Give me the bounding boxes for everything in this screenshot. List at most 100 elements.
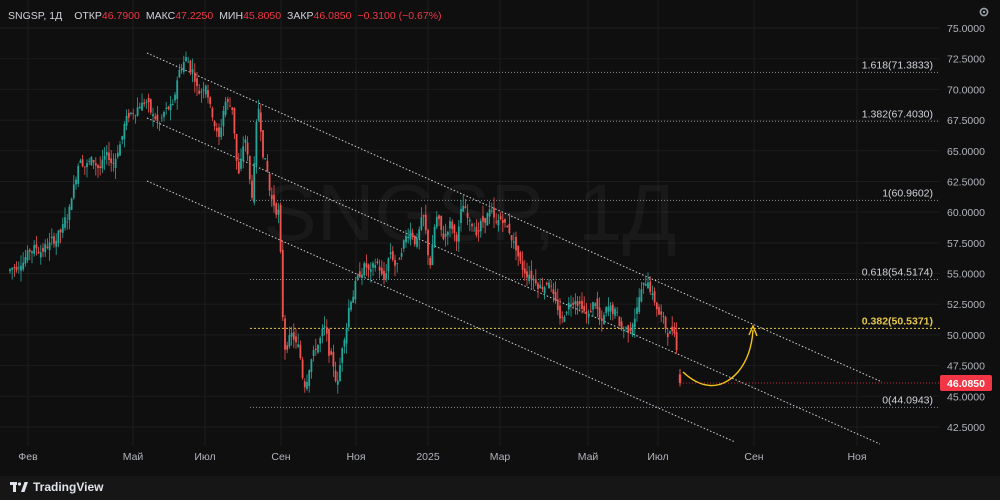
candle-body	[669, 331, 671, 334]
candle-body	[664, 316, 667, 329]
candle-body	[625, 327, 627, 329]
candle-body	[385, 273, 388, 279]
candle-body	[484, 218, 487, 223]
candle-body	[614, 308, 616, 316]
candle-body	[163, 112, 165, 118]
tradingview-logo[interactable]: TradingView	[10, 480, 103, 494]
candle-body	[204, 85, 207, 95]
candle-body	[435, 216, 438, 228]
candle-body	[147, 97, 150, 103]
legend-symbol[interactable]: SNGSP, 1Д	[8, 10, 63, 22]
candle-body	[160, 117, 163, 119]
candle-body	[578, 301, 581, 304]
candle-body	[528, 274, 531, 281]
candle-body	[508, 223, 511, 234]
candle-body	[402, 240, 405, 249]
candle-body	[550, 285, 553, 287]
candle-body	[174, 94, 176, 101]
candle-body	[343, 339, 346, 347]
candle-body	[286, 345, 289, 350]
candle-body	[429, 257, 432, 266]
candle-body	[548, 282, 550, 289]
price-tick-label: 47.5000	[947, 361, 985, 373]
candle-body	[655, 302, 658, 310]
candle-body	[290, 332, 293, 337]
legend-high-value: 47.2250	[175, 10, 214, 22]
candle-body	[237, 161, 240, 174]
candle-body	[490, 210, 493, 212]
candle-body	[675, 332, 678, 351]
candle-body	[253, 163, 256, 203]
forecast-arrow	[682, 324, 758, 387]
candle-body	[268, 173, 271, 191]
candle-body	[640, 289, 643, 302]
candle-body	[215, 127, 218, 132]
candle-body	[416, 238, 418, 247]
candle-body	[255, 121, 258, 166]
time-tick-label: Май	[123, 451, 144, 463]
candle-body	[202, 89, 205, 91]
fib-level-label: 1.618(71.3833)	[862, 59, 933, 71]
candle-body	[504, 219, 506, 223]
candle-body	[297, 344, 300, 347]
candle-body	[251, 180, 253, 198]
candle-body	[59, 229, 62, 233]
candle-body	[156, 114, 159, 121]
candle-body	[607, 306, 610, 312]
time-tick-label: Май	[578, 451, 599, 463]
candle-body	[248, 156, 251, 180]
candle-body	[510, 235, 513, 241]
chart-svg[interactable]: SNGSP, 1Д 1.618(71.3833) 1.382(67.4030) 1(…	[0, 0, 1000, 476]
candle-body	[154, 116, 157, 119]
candle-body	[495, 221, 498, 223]
candle-body	[647, 282, 649, 289]
candle-body	[464, 206, 467, 208]
candle-body	[262, 130, 264, 158]
candle-body	[226, 98, 229, 102]
candle-body	[642, 282, 645, 285]
candle-body	[299, 344, 302, 359]
candle-body	[605, 307, 608, 314]
legend-change: −0.3100 (−0.67%)	[357, 10, 442, 22]
candle-body	[77, 165, 80, 184]
candle-body	[152, 114, 154, 117]
candle-body	[325, 327, 328, 334]
fib-level-label: 1.382(67.4030)	[862, 108, 933, 120]
candle-body	[350, 301, 352, 310]
candle-body	[11, 267, 14, 270]
candle-body	[471, 224, 473, 227]
candle-body	[378, 266, 381, 271]
ohlc-legend: SNGSP, 1Д ОТКР 46.7900 МАКС 47.2250 МИН 45.…	[8, 10, 442, 22]
candle-body	[651, 293, 654, 295]
candle-body	[539, 284, 542, 289]
candle-body	[273, 194, 275, 206]
candle-body	[473, 230, 476, 232]
candle-body	[68, 206, 71, 221]
fib-level-label: 0.618(54.5174)	[862, 266, 933, 278]
candle-body	[572, 302, 575, 306]
gear-icon[interactable]	[978, 6, 990, 18]
candle-body	[620, 321, 623, 329]
candle-body	[235, 134, 238, 161]
candle-body	[339, 365, 341, 381]
candle-body	[515, 236, 517, 251]
candle-body	[345, 327, 348, 344]
fibonacci-levels: 1.618(71.3833) 1.382(67.4030) 1(60.9602) 0.…	[250, 59, 940, 408]
price-axis[interactable]: 75.0000 72.5000 70.0000 67.5000 65.0000 62.50…	[940, 0, 1000, 476]
price-tick-label: 42.5000	[947, 422, 985, 434]
candle-body	[453, 225, 456, 234]
candle-body	[622, 329, 625, 332]
candle-body	[90, 156, 93, 166]
legend-close-value: 46.0850	[313, 10, 352, 22]
candle-body	[405, 235, 407, 243]
candle-body	[22, 262, 25, 270]
candle-body	[394, 259, 396, 266]
candle-body	[110, 158, 113, 164]
candle-body	[422, 215, 425, 217]
candle-body	[475, 226, 478, 236]
candle-body	[559, 305, 561, 319]
time-axis[interactable]: Фев Май Июл Сен Ноя 2025 Мар Май Июл Сен Ноя	[18, 451, 866, 463]
candle-body	[149, 99, 152, 113]
candle-body	[486, 213, 489, 226]
